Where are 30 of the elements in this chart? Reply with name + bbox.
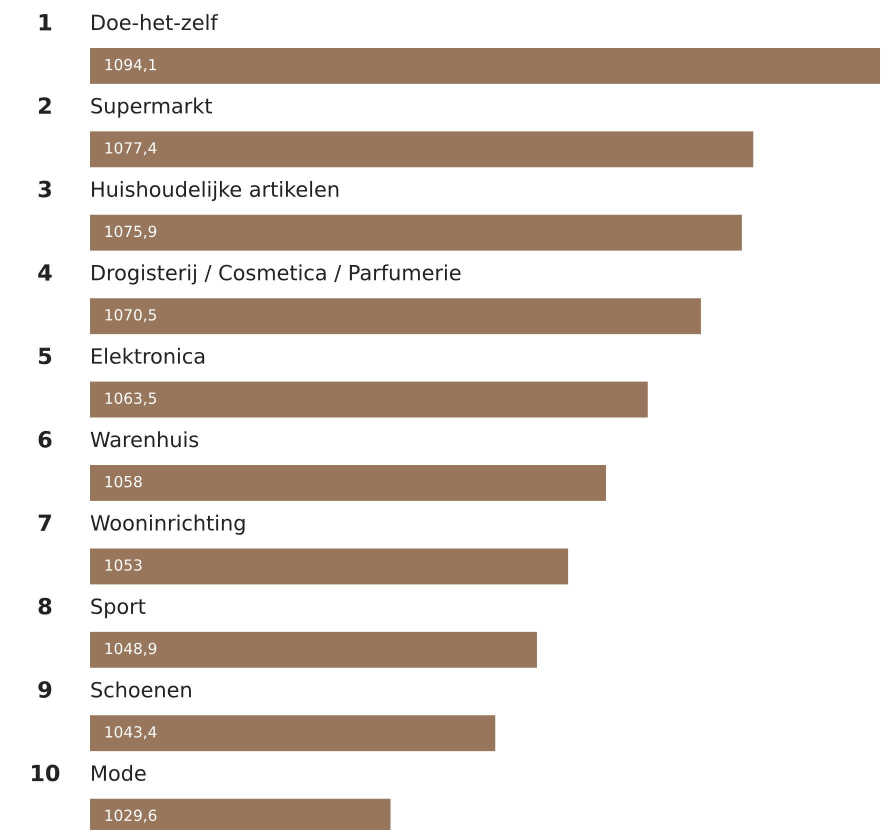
y-tick-label: Huishoudelijke artikelen xyxy=(92,180,338,202)
data-label: 1029,6 xyxy=(106,810,156,823)
data-label: 1043,4 xyxy=(106,726,156,740)
text: 5 xyxy=(38,348,52,364)
data-label: 1063,5 xyxy=(106,392,156,406)
text: 7 xyxy=(38,514,51,531)
y-tick-label: Mode xyxy=(92,764,146,781)
data-label: 1058 xyxy=(106,476,142,488)
text: 10 xyxy=(32,764,60,782)
data-label: 1094,1 xyxy=(106,58,156,72)
data-label: 1053 xyxy=(106,559,142,571)
y-tick-label: Drogisterij / Cosmetica / Parfumerie xyxy=(92,264,461,285)
y-tick-label: Schoenen xyxy=(91,681,191,698)
data-label: 1077,4 xyxy=(106,142,156,156)
text: 9 xyxy=(38,681,52,698)
y-tick-label: Wooninrichting xyxy=(90,514,245,535)
text: 8 xyxy=(38,598,52,615)
data-label: 1070,5 xyxy=(106,309,156,322)
y-tick-label: Supermarkt xyxy=(91,98,212,118)
y-tick-label: Sport xyxy=(91,598,146,618)
text: 2 xyxy=(38,97,51,114)
data-label: 1075,9 xyxy=(106,226,156,239)
text: 4 xyxy=(38,264,52,281)
y-tick-label: Warenhuis xyxy=(90,431,198,448)
text: 3 xyxy=(38,180,51,198)
data-label: 1048,9 xyxy=(106,642,156,656)
y-tick-label: Elektronica xyxy=(92,348,204,364)
y-tick-label: Doe-het-zelf xyxy=(92,14,218,30)
text: 1 xyxy=(40,14,52,30)
text: 6 xyxy=(38,430,52,448)
